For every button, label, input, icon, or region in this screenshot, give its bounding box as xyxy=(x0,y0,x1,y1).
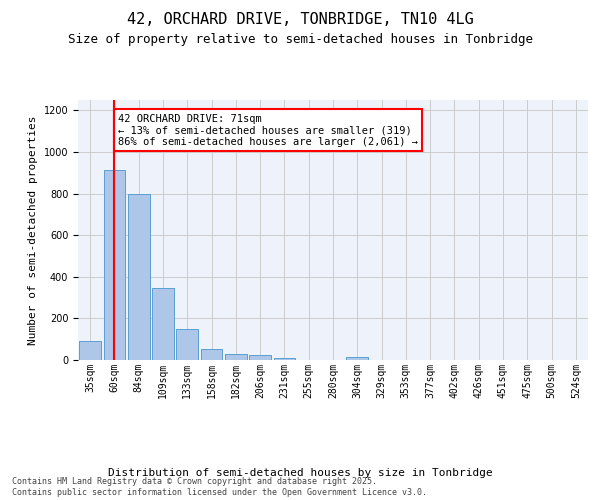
Text: 42 ORCHARD DRIVE: 71sqm
← 13% of semi-detached houses are smaller (319)
86% of s: 42 ORCHARD DRIVE: 71sqm ← 13% of semi-de… xyxy=(118,114,418,146)
Bar xyxy=(79,342,101,360)
Text: Contains HM Land Registry data © Crown copyright and database right 2025.
Contai: Contains HM Land Registry data © Crown c… xyxy=(12,478,427,497)
Bar xyxy=(249,355,271,360)
Text: Size of property relative to semi-detached houses in Tonbridge: Size of property relative to semi-detach… xyxy=(67,32,533,46)
Text: 42, ORCHARD DRIVE, TONBRIDGE, TN10 4LG: 42, ORCHARD DRIVE, TONBRIDGE, TN10 4LG xyxy=(127,12,473,28)
Text: Distribution of semi-detached houses by size in Tonbridge: Distribution of semi-detached houses by … xyxy=(107,468,493,477)
Y-axis label: Number of semi-detached properties: Number of semi-detached properties xyxy=(28,116,38,345)
Bar xyxy=(104,170,125,360)
Bar xyxy=(274,358,295,360)
Bar xyxy=(152,288,174,360)
Bar xyxy=(225,354,247,360)
Bar xyxy=(346,357,368,360)
Bar xyxy=(176,329,198,360)
Bar xyxy=(200,349,223,360)
Bar xyxy=(128,194,149,360)
